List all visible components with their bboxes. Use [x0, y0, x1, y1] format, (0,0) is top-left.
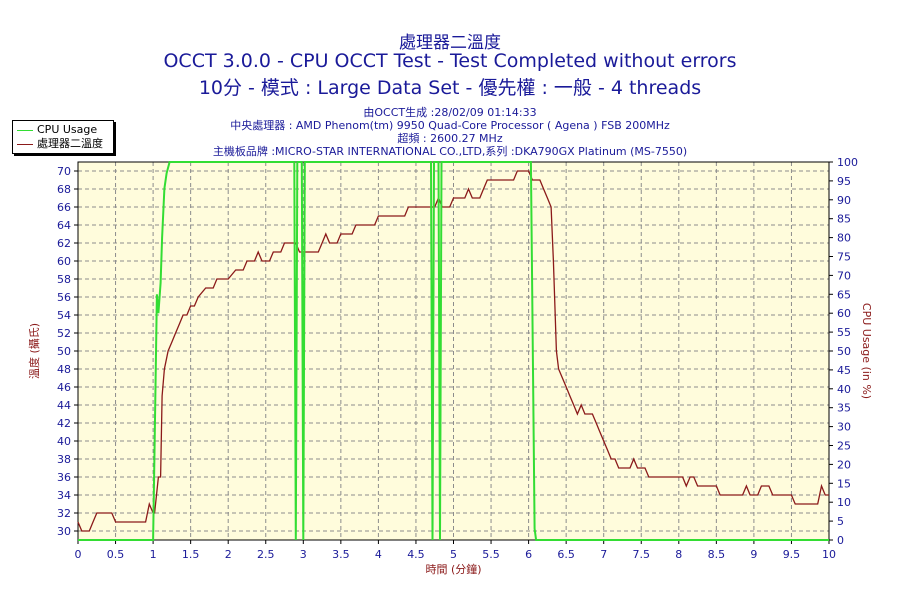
x-tick-label: 6	[525, 548, 532, 561]
info-cpu: 中央處理器 : AMD Phenom(tm) 9950 Quad-Core Pr…	[230, 119, 670, 132]
y-left-tick-label: 48	[57, 363, 71, 376]
x-tick-label: 9.5	[783, 548, 801, 561]
x-tick-label: 5.5	[482, 548, 500, 561]
y-left-tick-label: 30	[57, 525, 71, 538]
x-tick-label: 9	[750, 548, 757, 561]
chart-title: 處理器二溫度	[399, 33, 501, 53]
legend-label-cpu-usage: CPU Usage	[37, 123, 98, 136]
y-left-tick-label: 36	[57, 471, 71, 484]
y-right-tick-label: 65	[837, 288, 851, 301]
x-tick-label: 8.5	[708, 548, 726, 561]
y-left-tick-label: 58	[57, 273, 71, 286]
y-right-tick-label: 50	[837, 345, 851, 358]
legend-swatch-cpu-usage	[17, 129, 33, 131]
y-left-tick-label: 50	[57, 345, 71, 358]
info-generated: 由OCCT生成 :28/02/09 01:14:33	[363, 106, 537, 119]
series-line-temperature	[77, 170, 829, 532]
y-right-tick-label: 10	[837, 496, 851, 509]
y-left-tick-label: 44	[57, 399, 71, 412]
x-tick-label: 10	[822, 548, 836, 561]
x-tick-label: 3	[300, 548, 307, 561]
x-tick-label: 5	[450, 548, 457, 561]
y-left-tick-label: 52	[57, 327, 71, 340]
y-left-tick-label: 38	[57, 453, 71, 466]
y-left-tick-label: 32	[57, 507, 71, 520]
x-tick-label: 6.5	[557, 548, 575, 561]
x-tick-label: 7	[600, 548, 607, 561]
y-left-axis-label: 溫度 (攝氏)	[27, 323, 41, 379]
y-left-tick-label: 42	[57, 417, 71, 430]
chart-legend: CPU Usage 處理器二溫度	[12, 120, 114, 154]
y-right-tick-label: 100	[837, 156, 858, 169]
y-right-tick-label: 35	[837, 402, 851, 415]
x-tick-label: 1	[150, 548, 157, 561]
y-left-tick-label: 62	[57, 237, 71, 250]
y-left-tick-label: 60	[57, 255, 71, 268]
x-tick-label: 7.5	[633, 548, 651, 561]
y-right-axis-label: CPU Usage (in %)	[860, 303, 873, 399]
y-left-tick-label: 54	[57, 309, 71, 322]
y-right-tick-label: 95	[837, 175, 851, 188]
y-right-tick-label: 70	[837, 269, 851, 282]
y-right-tick-label: 80	[837, 232, 851, 245]
y-left-tick-label: 66	[57, 201, 71, 214]
info-clock: 超頻 : 2600.27 MHz	[397, 132, 503, 145]
y-right-tick-label: 90	[837, 194, 851, 207]
x-tick-label: 0.5	[107, 548, 125, 561]
y-left-tick-label: 40	[57, 435, 71, 448]
legend-item-cpu-usage: CPU Usage	[17, 123, 97, 137]
y-left-tick-label: 70	[57, 165, 71, 178]
x-tick-label: 3.5	[332, 548, 350, 561]
x-tick-label: 2.5	[257, 548, 275, 561]
y-right-tick-label: 15	[837, 477, 851, 490]
y-left-tick-label: 46	[57, 381, 71, 394]
y-left-tick-label: 56	[57, 291, 71, 304]
y-right-tick-label: 55	[837, 326, 851, 339]
legend-swatch-temperature	[17, 143, 33, 145]
y-right-tick-label: 45	[837, 364, 851, 377]
x-tick-label: 1.5	[182, 548, 200, 561]
y-right-tick-label: 85	[837, 213, 851, 226]
x-tick-label: 8	[675, 548, 682, 561]
y-left-tick-label: 34	[57, 489, 71, 502]
y-right-tick-label: 0	[837, 534, 844, 547]
chart-subtitle: OCCT 3.0.0 - CPU OCCT Test - Test Comple…	[163, 50, 737, 72]
legend-item-temperature: 處理器二溫度	[17, 137, 103, 151]
y-left-tick-label: 64	[57, 219, 71, 232]
x-tick-label: 4.5	[407, 548, 425, 561]
legend-label-temperature: 處理器二溫度	[37, 137, 103, 150]
info-motherboard: 主機板品牌 :MICRO-STAR INTERNATIONAL CO.,LTD,…	[212, 145, 688, 158]
y-right-tick-label: 75	[837, 251, 851, 264]
y-left-tick-label: 68	[57, 183, 71, 196]
x-tick-label: 4	[375, 548, 382, 561]
x-tick-label: 2	[225, 548, 232, 561]
series-line-cpu-usage	[78, 161, 829, 541]
y-right-tick-label: 30	[837, 421, 851, 434]
y-right-tick-label: 5	[837, 515, 844, 528]
y-right-tick-label: 20	[837, 458, 851, 471]
y-right-tick-label: 60	[837, 307, 851, 320]
y-right-tick-label: 25	[837, 440, 851, 453]
chart-mode-line: 10分 - 模式 : Large Data Set - 優先權 : 一般 - 4…	[198, 77, 702, 99]
y-right-tick-label: 40	[837, 383, 851, 396]
x-tick-label: 0	[75, 548, 82, 561]
x-axis-label: 時間 (分鐘)	[425, 562, 481, 576]
